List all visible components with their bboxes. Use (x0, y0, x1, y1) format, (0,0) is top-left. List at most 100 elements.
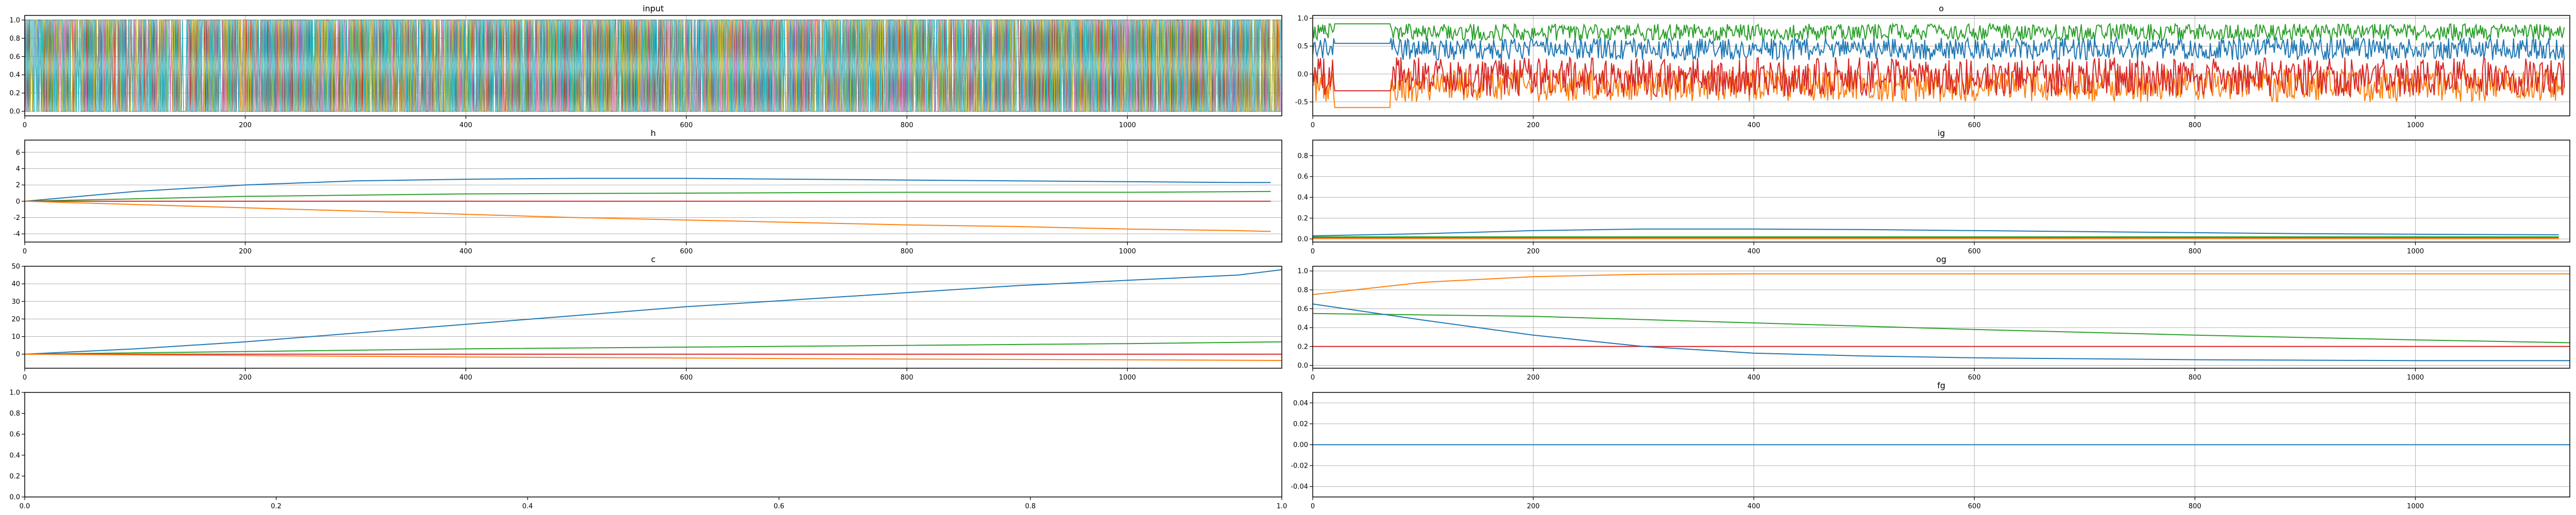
y-tick-label: 0.8 (1297, 286, 1308, 294)
series-line-9 (25, 20, 1281, 112)
y-tick-label: 0.0 (9, 494, 20, 502)
axes-frame (1312, 15, 2570, 116)
y-tick-label: 0.4 (9, 72, 20, 79)
x-tick-label: 1.0 (1277, 503, 1287, 510)
x-tick-label: 0 (1311, 503, 1315, 510)
y-tick-label: 0.8 (1297, 152, 1308, 160)
axes-frame (24, 140, 1282, 243)
chart-title-input: input (642, 4, 664, 13)
subplot-fg: 0 200 400 600 800 1000 -0.04 -0.02 0.00 0.02 0.04 f… (1291, 381, 2570, 510)
plot-area-o (1313, 22, 2565, 108)
plot-area-input (25, 20, 1281, 112)
y-tick-label: 0.04 (1293, 400, 1308, 407)
series-line-0 (1313, 228, 2559, 236)
y-tick-label: 0.4 (9, 452, 20, 459)
y-tick-label: 0.0 (1297, 235, 1308, 243)
x-tick-label: 800 (901, 374, 913, 382)
x-tick-label: 600 (680, 248, 693, 255)
x-tick-label: 400 (1748, 248, 1760, 255)
chart-title-c: c (651, 254, 656, 264)
subplot-o: 0 200 400 600 800 1000 -0.5 0.0 0.5 1.0 o (1295, 4, 2570, 129)
y-tick-label: 0.2 (1297, 215, 1308, 222)
y-tick-label: 2 (16, 182, 20, 190)
series-line-3 (1313, 56, 2565, 98)
y-tick-label: -0.02 (1291, 462, 1308, 470)
y-tick-label: 0 (16, 351, 20, 358)
y-tick-label: 0.0 (1297, 71, 1308, 78)
x-tick-label: 0 (23, 122, 27, 129)
x-tick-label: 1000 (1119, 374, 1136, 382)
y-tick-label: 6 (16, 149, 20, 157)
y-tick-label: 0.4 (1297, 324, 1308, 332)
x-tick-label: 200 (1527, 122, 1540, 129)
y-tick-label: 0.6 (1297, 305, 1308, 313)
x-tick-label: 200 (1527, 503, 1540, 510)
series-line-1 (25, 191, 1271, 202)
x-tick-label: 1000 (1119, 122, 1136, 129)
y-tick-label: 0.4 (1297, 194, 1308, 202)
x-tick-label: 400 (1748, 122, 1760, 129)
plot-area-c (25, 269, 1282, 361)
x-tick-label: 1000 (1119, 248, 1136, 255)
chart-title-o: o (1939, 4, 1944, 13)
y-tick-label: 10 (11, 333, 20, 341)
axes-frame (24, 266, 1282, 369)
series-line-0 (25, 178, 1271, 202)
y-tick-label: 0.2 (1297, 343, 1308, 351)
series-line-1 (1313, 313, 2570, 344)
x-tick-label: 0 (1311, 122, 1315, 129)
x-tick-label: 800 (2189, 122, 2201, 129)
x-tick-label: 400 (1748, 503, 1760, 510)
subplot-input: 0 200 400 600 800 1000 0.0 0.2 0.4 0.6 0.8 1.0 input (9, 4, 1282, 129)
x-tick-label: 600 (1968, 374, 1981, 382)
x-tick-label: 800 (2189, 248, 2201, 255)
chart-title-og: og (1936, 254, 1946, 264)
y-tick-label: 0.00 (1293, 441, 1308, 449)
y-tick-label: 20 (11, 316, 20, 323)
x-tick-label: 1000 (2407, 503, 2424, 510)
chart-title-ig: ig (1938, 128, 1945, 138)
y-tick-label: 0.8 (9, 35, 20, 43)
x-tick-label: 600 (680, 122, 693, 129)
series-line-3 (1313, 303, 2570, 362)
y-tick-label: -0.5 (1295, 98, 1308, 106)
plot-area-og (1313, 273, 2570, 362)
y-tick-label: 0.0 (1297, 362, 1308, 370)
x-tick-label: 800 (901, 248, 913, 255)
x-tick-label: 1000 (2407, 122, 2424, 129)
x-tick-label: 600 (680, 374, 693, 382)
y-tick-label: 0.6 (1297, 173, 1308, 181)
subplot-og: 0 200 400 600 800 1000 0.0 0.2 0.4 0.6 0.8 1.0 og (1297, 254, 2570, 382)
subplot-ig: 0 200 400 600 800 1000 0.0 0.2 0.4 0.6 0.8 ig (1297, 128, 2570, 255)
series-line-1 (1313, 22, 2565, 42)
subplot-h: 0 200 400 600 800 1000 -4 -2 0 2 4 6 h (13, 128, 1282, 255)
y-tick-label: -4 (13, 231, 20, 238)
y-tick-label: 1.0 (9, 16, 20, 24)
y-tick-label: 0.6 (9, 431, 20, 439)
x-tick-label: 0 (23, 374, 27, 382)
x-tick-label: 0.8 (1025, 503, 1036, 510)
x-tick-label: 400 (460, 122, 472, 129)
y-tick-label: 0.0 (9, 108, 20, 116)
x-tick-label: 400 (460, 248, 472, 255)
x-tick-label: 200 (1527, 374, 1540, 382)
x-tick-label: 0.0 (20, 503, 30, 510)
y-tick-label: 0.02 (1293, 420, 1308, 428)
y-tick-label: 0.8 (9, 410, 20, 418)
x-tick-label: 0 (23, 248, 27, 255)
series-line-3 (25, 200, 1271, 232)
y-tick-label: 0.2 (9, 473, 20, 480)
x-tick-label: 600 (1968, 122, 1981, 129)
axes-frame (24, 392, 1282, 497)
y-tick-label: 30 (11, 298, 20, 306)
x-tick-label: 0 (1311, 248, 1315, 255)
axes-frame (24, 15, 1282, 116)
plot-area-ig (1313, 228, 2559, 239)
plot-area-h (25, 178, 1271, 232)
y-tick-label: 0.6 (9, 53, 20, 61)
series-line-0 (1313, 273, 2570, 295)
x-tick-label: 400 (1748, 374, 1760, 382)
chart-title-h: h (651, 128, 656, 138)
y-tick-label: 0.2 (9, 90, 20, 97)
